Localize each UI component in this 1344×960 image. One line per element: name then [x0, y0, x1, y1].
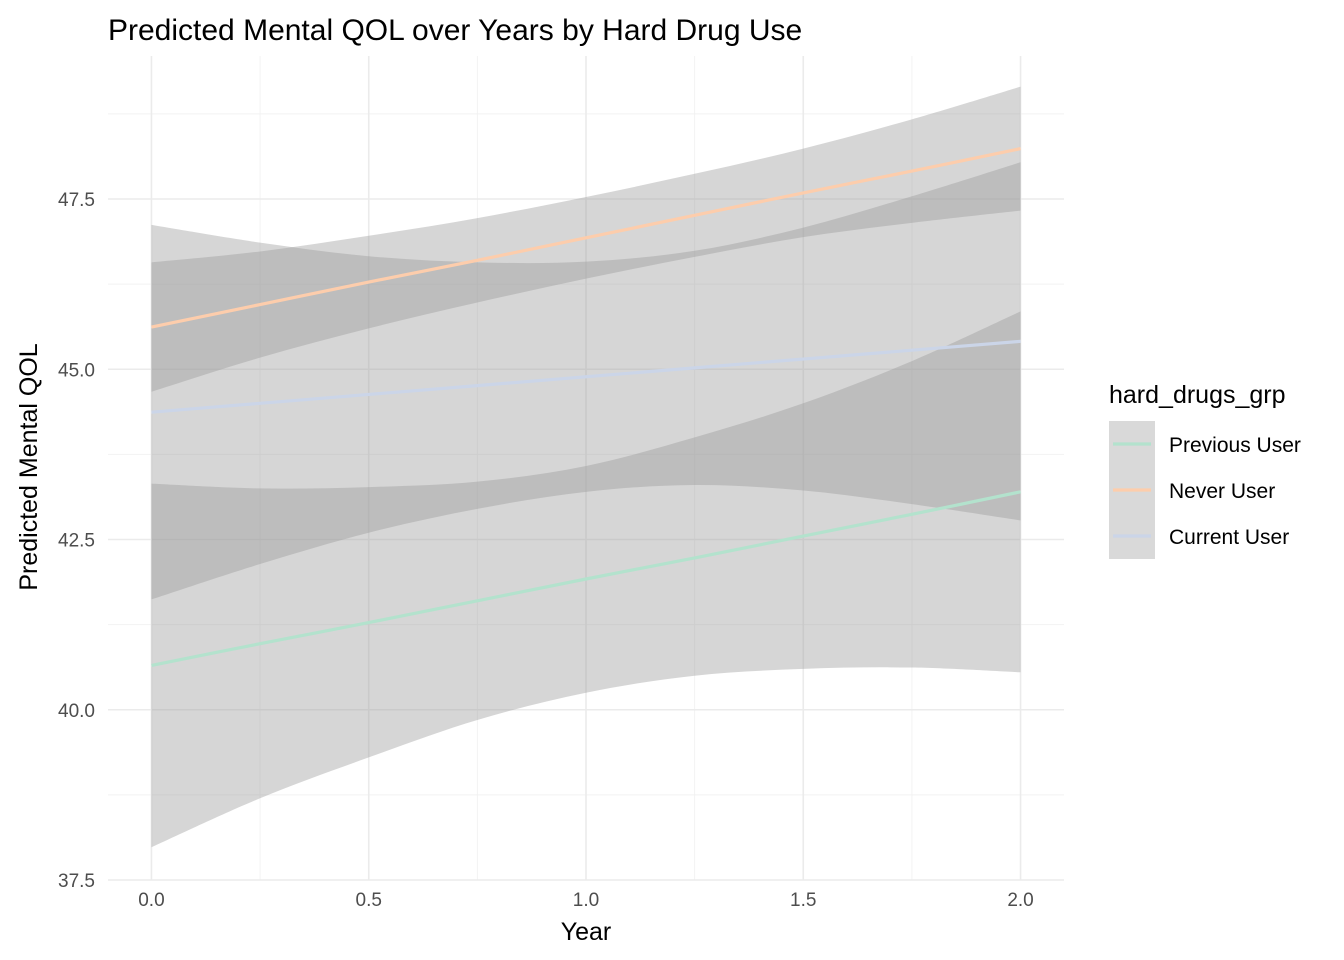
y-tick-label: 37.5 [58, 871, 95, 892]
y-tick-label: 45.0 [58, 360, 95, 381]
chart-title: Predicted Mental QOL over Years by Hard … [108, 14, 802, 47]
line-series-3 [151, 339, 1021, 414]
x-tick-label: 1.0 [573, 890, 599, 911]
legend-title: hard_drugs_grp [1109, 381, 1286, 409]
series-lines [151, 147, 1021, 668]
legend-label: Never User [1169, 480, 1275, 503]
x-tick-label: 0.0 [138, 890, 164, 911]
x-tick-label: 2.0 [1007, 890, 1033, 911]
grid [108, 56, 1064, 881]
y-tick-label: 40.0 [58, 701, 95, 722]
legend-keys: Previous User Never User Current User [1109, 421, 1301, 559]
y-tick-label: 42.5 [58, 531, 95, 552]
line-series-2 [151, 147, 1021, 329]
x-tick-label: 0.5 [356, 890, 382, 911]
x-tick-label: 1.5 [790, 890, 816, 911]
legend-label: Previous User [1169, 434, 1301, 457]
y-tick-label: 47.5 [58, 190, 95, 211]
tick-labels: 0.0 0.5 1.0 1.5 2.0 37.5 40.0 42.5 45.0 47.5 [58, 190, 1034, 911]
y-axis-title: Predicted Mental QOL [15, 343, 43, 590]
legend-label: Current User [1169, 526, 1289, 549]
ribbon-series-3 [151, 162, 1021, 600]
line-series-1 [151, 490, 1021, 668]
x-axis-title: Year [561, 918, 612, 946]
legend: hard_drugs_grp Previous User Never User Cu… [1109, 381, 1301, 559]
